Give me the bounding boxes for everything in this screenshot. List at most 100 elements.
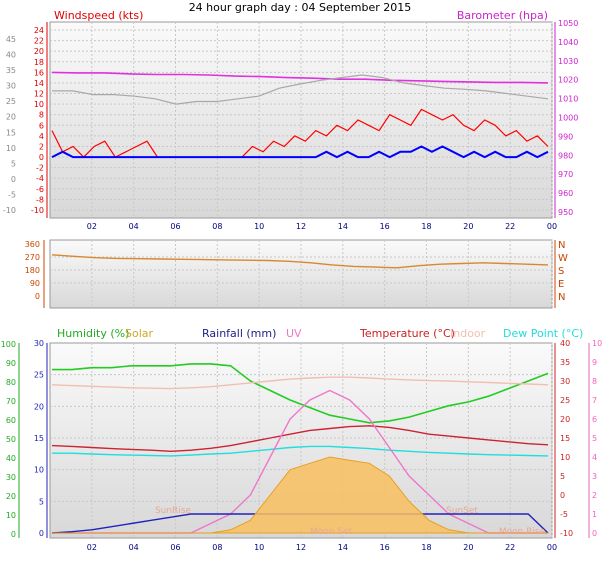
uv-tick-label: 4: [592, 453, 597, 462]
solar-area: [52, 456, 548, 534]
legend-humidity: Humidity (%): [57, 327, 129, 340]
barometer-tick-label: 990: [558, 132, 573, 141]
wind-tick-label: 6: [39, 121, 44, 130]
compass-tick-label: E: [558, 279, 564, 290]
climate-x-tick: 04: [129, 543, 139, 552]
direction-tick-label: 180: [25, 266, 40, 275]
temp-tick-label: -5: [560, 510, 568, 519]
uv-tick-label: 6: [592, 415, 597, 424]
compass-tick-label: N: [558, 292, 565, 303]
uv-tick-label: 5: [592, 434, 597, 443]
temp-tick-label: -10: [560, 529, 573, 538]
barometer-tick-label: 980: [558, 151, 573, 160]
temp-tick-label: 0: [560, 491, 565, 500]
compass-tick-label: N: [558, 240, 565, 251]
rain-tick-label: 25: [34, 371, 44, 380]
wind-tick-label: 0: [39, 153, 44, 162]
legend-indoor: Indoor: [450, 327, 486, 340]
wind-series-line: [51, 71, 549, 84]
barometer-axis-label: Barometer (hpa): [457, 9, 548, 22]
climate-x-tick: 06: [170, 543, 180, 552]
barometer-tick-label: 970: [558, 170, 573, 179]
uv-tick-label: 9: [592, 358, 597, 367]
rain-tick-label: 0: [39, 529, 44, 538]
outer-tick-label: 35: [6, 66, 16, 75]
rain-tick-label: 30: [34, 339, 44, 348]
climate-x-tick: 10: [254, 543, 264, 552]
climate-x-tick: 12: [296, 543, 306, 552]
humidity-tick-label: 40: [6, 454, 16, 463]
climate-x-tick: 18: [421, 543, 431, 552]
barometer-tick-label: 960: [558, 189, 573, 198]
outer-tick-label: -5: [8, 190, 16, 199]
climate-x-tick: 14: [338, 543, 348, 552]
rain-tick-label: 5: [39, 497, 44, 506]
direction-series-line: [51, 254, 549, 269]
wind-tick-label: 22: [34, 37, 44, 46]
legend-temperature: Temperature (°C): [359, 327, 455, 340]
wind-tick-label: 24: [34, 26, 44, 35]
wind-tick-label: -10: [31, 206, 44, 215]
uv-tick-label: 10: [592, 339, 602, 348]
humidity-tick-label: 30: [6, 473, 16, 482]
climate-x-tick: 16: [380, 543, 390, 552]
barometer-tick-label: 1040: [558, 38, 578, 47]
sun-moon-annotation: SunSet: [446, 506, 478, 516]
uv-tick-label: 3: [592, 472, 597, 481]
climate-x-tick: 00: [547, 543, 557, 552]
compass-tick-label: W: [558, 253, 568, 264]
outer-tick-label: 0: [11, 175, 16, 184]
barometer-tick-label: 950: [558, 208, 573, 217]
uv-tick-label: 7: [592, 396, 597, 405]
uv-tick-label: 0: [592, 529, 597, 538]
rain-tick-label: 20: [34, 402, 44, 411]
wind-x-tick: 08: [212, 222, 222, 231]
rain-tick-label: 10: [34, 466, 44, 475]
climate-x-tick: 02: [87, 543, 97, 552]
wind-tick-label: -4: [36, 174, 44, 183]
wind-x-tick: 14: [338, 222, 348, 231]
barometer-tick-label: 1000: [558, 114, 578, 123]
wind-axis-label: Windspeed (kts): [54, 9, 143, 22]
outer-tick-label: 25: [6, 97, 16, 106]
outer-tick-label: 5: [11, 159, 16, 168]
temp-tick-label: 5: [560, 472, 565, 481]
temp-tick-label: 20: [560, 415, 570, 424]
wind-tick-label: 10: [34, 100, 44, 109]
temp-tick-label: 15: [560, 434, 570, 443]
humidity-tick-label: 100: [1, 340, 16, 349]
outer-tick-label: -10: [3, 206, 16, 215]
sun-moon-annotation: Moon Rise: [499, 527, 546, 537]
temp-tick-label: 10: [560, 453, 570, 462]
uv-tick-label: 8: [592, 377, 597, 386]
humidity-tick-label: 0: [11, 530, 16, 539]
outer-tick-label: 10: [6, 144, 16, 153]
wind-series-line: [52, 74, 549, 105]
wind-x-tick: 22: [505, 222, 515, 231]
uv-tick-label: 1: [592, 510, 597, 519]
wind-x-tick: 04: [129, 222, 139, 231]
wind-tick-label: -2: [36, 164, 44, 173]
climate-series-line: [52, 363, 549, 424]
uv-tick-label: 2: [592, 491, 597, 500]
humidity-tick-label: 50: [6, 435, 16, 444]
legend-rainfall: Rainfall (mm): [202, 327, 276, 340]
climate-series-line: [51, 425, 549, 453]
temp-tick-label: 30: [560, 377, 570, 386]
wind-tick-label: 18: [34, 58, 44, 67]
direction-tick-label: 90: [30, 279, 40, 288]
wind-tick-label: -6: [36, 185, 44, 194]
climate-series-line: [52, 445, 549, 457]
wind-tick-label: 12: [34, 90, 44, 99]
wind-tick-label: 14: [34, 79, 44, 88]
humidity-tick-label: 80: [6, 378, 16, 387]
climate-x-tick: 22: [505, 543, 515, 552]
barometer-tick-label: 1050: [558, 19, 578, 28]
humidity-tick-label: 90: [6, 359, 16, 368]
humidity-tick-label: 70: [6, 397, 16, 406]
legend-uv: UV: [286, 327, 302, 340]
outer-tick-label: 20: [6, 113, 16, 122]
wind-x-tick: 02: [87, 222, 97, 231]
outer-tick-label: 45: [6, 35, 16, 44]
outer-tick-label: 15: [6, 128, 16, 137]
